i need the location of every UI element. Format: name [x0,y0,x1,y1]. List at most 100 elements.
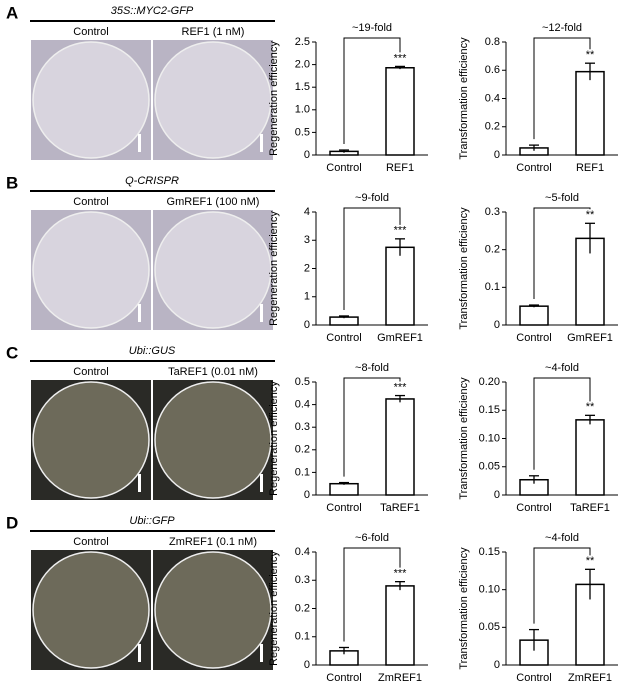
bar [385,246,415,326]
y-tick-label: 0 [304,659,310,671]
y-tick-label: 0 [304,319,310,331]
y-tick-label: 0.05 [479,621,500,633]
construct-label: Ubi::GFP [129,515,175,527]
y-tick-label: 0.2 [485,244,500,256]
petri-dish [154,41,272,159]
significance: *** [394,381,408,393]
x-tick-label: Control [326,502,361,514]
scale-bar [260,134,263,152]
photo-label: Control [73,536,108,548]
x-tick-label: Control [516,332,551,344]
x-tick-label: Control [516,672,551,683]
construct-label: 35S::MYC2-GFP [111,5,194,17]
x-tick-label: Control [516,162,551,174]
x-tick-label: GmREF1 [567,332,613,344]
y-axis-label: Regeneration efficiency [268,41,280,156]
photo-label: REF1 (1 nM) [182,26,245,38]
bar [519,305,549,326]
comparison-bracket [533,207,591,300]
significance: *** [394,52,408,64]
fold-change: ~6-fold [355,532,389,544]
fold-change: ~19-fold [352,22,392,34]
scale-bar [260,644,263,662]
fold-change: ~5-fold [545,192,579,204]
y-tick-label: 0 [304,149,310,161]
x-tick-label: Control [326,332,361,344]
comparison-bracket [533,37,591,140]
panel-letter: C [6,343,18,362]
y-tick-label: 0.8 [485,36,500,48]
y-tick-label: 0 [494,149,500,161]
photo-label: TaREF1 (0.01 nM) [168,366,258,378]
construct-label: Ubi::GUS [129,345,176,357]
y-axis-label: Regeneration efficiency [268,211,280,326]
y-tick-label: 0.4 [295,399,310,411]
photo-label: Control [73,26,108,38]
significance: ** [586,209,595,221]
y-axis-label: Transformation efficiency [458,207,470,330]
y-tick-label: 4 [304,206,310,218]
fold-change: ~4-fold [545,532,579,544]
fold-change: ~8-fold [355,362,389,374]
significance: ** [586,401,595,413]
x-tick-label: REF1 [576,162,604,174]
petri-dish [32,211,150,329]
photo-label: Control [73,196,108,208]
x-tick-label: Control [326,162,361,174]
y-tick-label: 0.10 [479,432,500,444]
fold-change: ~9-fold [355,192,389,204]
x-tick-label: TaREF1 [570,502,610,514]
y-tick-label: 0.5 [295,376,310,388]
panel-letter: D [6,513,18,532]
y-tick-label: 0.20 [479,376,500,388]
y-tick-label: 0.1 [295,631,310,643]
significance: *** [394,225,408,237]
x-tick-label: ZmREF1 [568,672,612,683]
y-tick-label: 0.3 [485,206,500,218]
bar [385,585,415,666]
x-tick-label: ZmREF1 [378,672,422,683]
y-axis-label: Transformation efficiency [458,547,470,670]
x-tick-label: TaREF1 [380,502,420,514]
scale-bar [138,304,141,322]
bar [575,70,605,156]
y-axis-label: Transformation efficiency [458,377,470,500]
y-tick-label: 1.0 [295,104,310,116]
photo-label: Control [73,366,108,378]
y-axis-label: Regeneration efficiency [268,551,280,666]
y-tick-label: 0.15 [479,404,500,416]
petri-dish [32,551,150,669]
panel-letter: B [6,173,18,192]
y-tick-label: 0 [494,319,500,331]
scale-bar [260,304,263,322]
comparison-bracket [343,37,401,145]
y-tick-label: 0.05 [479,461,500,473]
y-tick-label: 0.1 [485,281,500,293]
y-tick-label: 1.5 [295,81,310,93]
y-tick-label: 2.5 [295,36,310,48]
y-tick-label: 0.2 [295,602,310,614]
petri-dish [32,41,150,159]
photo-label: ZmREF1 (0.1 nM) [169,536,257,548]
x-tick-label: REF1 [386,162,414,174]
photo-label: GmREF1 (100 nM) [167,196,260,208]
fold-change: ~12-fold [542,22,582,34]
comparison-bracket [343,377,401,477]
petri-dish [32,381,150,499]
y-tick-label: 0.6 [485,64,500,76]
y-tick-label: 0 [494,659,500,671]
fold-change: ~4-fold [545,362,579,374]
y-tick-label: 0.15 [479,546,500,558]
scale-bar [138,134,141,152]
scale-bar [138,644,141,662]
bar [575,419,605,496]
y-tick-label: 2.0 [295,59,310,71]
y-axis-label: Transformation efficiency [458,37,470,160]
y-tick-label: 0.4 [295,546,310,558]
y-tick-label: 2 [304,262,310,274]
y-tick-label: 0 [304,489,310,501]
bar [329,482,359,496]
y-tick-label: 0.5 [295,126,310,138]
y-tick-label: 0.3 [295,421,310,433]
